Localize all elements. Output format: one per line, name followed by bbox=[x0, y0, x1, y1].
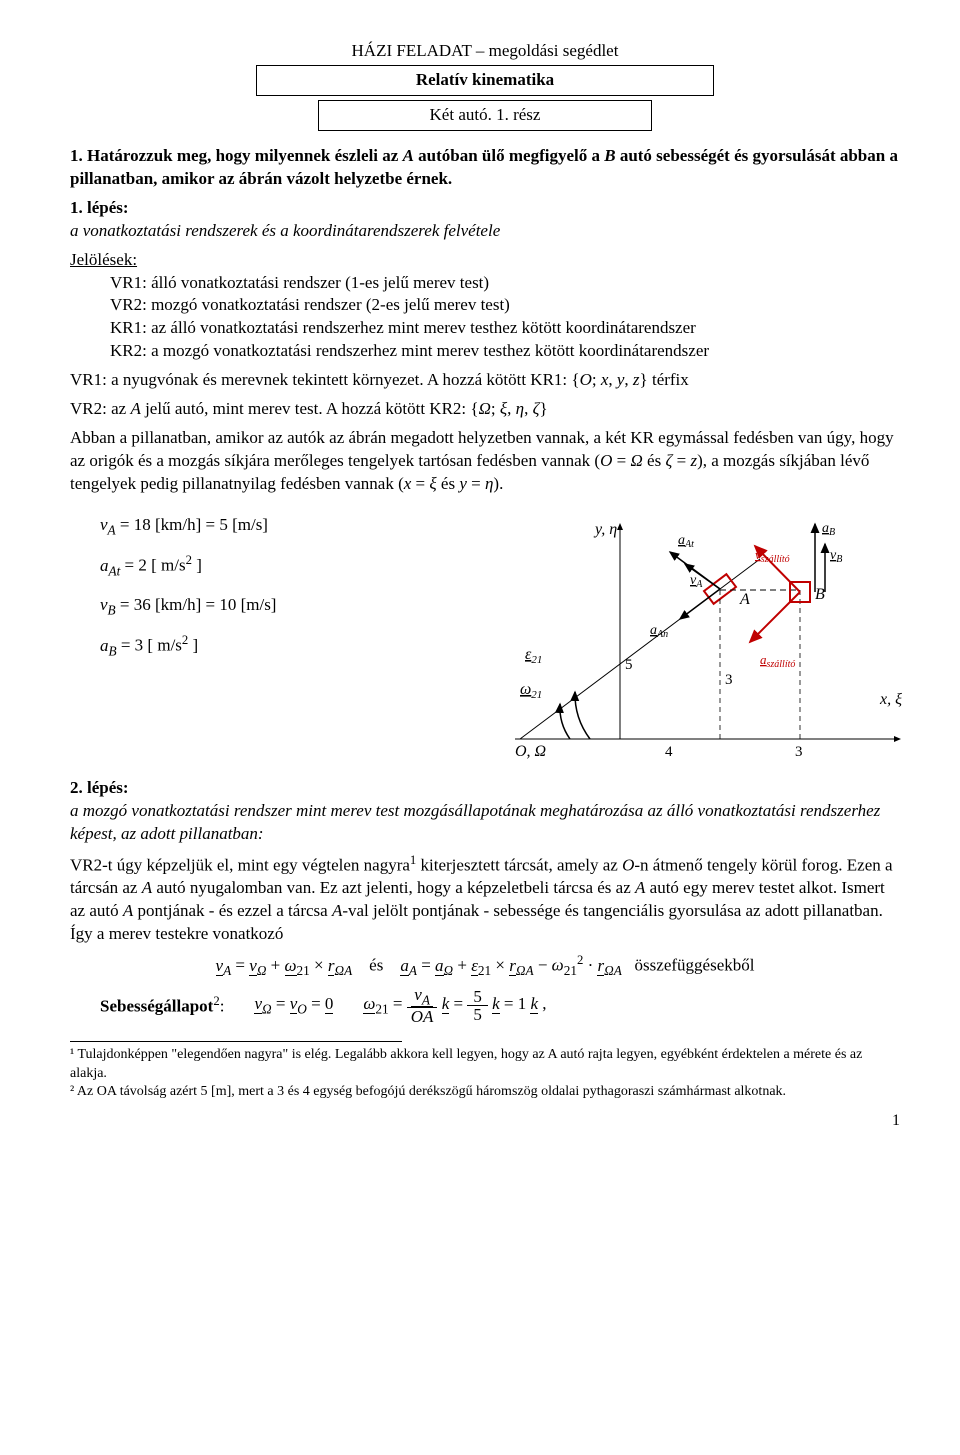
doc-section-box: Két autó. 1. rész bbox=[318, 100, 652, 131]
eq-end: összefüggésekből bbox=[635, 956, 755, 975]
notation-block: Jelölések: VR1: álló vonatkoztatási rend… bbox=[70, 249, 900, 364]
overlap-paragraph: Abban a pillanatban, amikor az autók az … bbox=[70, 427, 900, 496]
svg-text:y, η: y, η bbox=[593, 521, 617, 538]
notation-vr1: VR1: álló vonatkoztatási rendszer (1-es … bbox=[110, 272, 900, 295]
notation-kr1: KR1: az álló vonatkoztatási rendszerhez … bbox=[110, 317, 900, 340]
footnote-1: ¹ Tulajdonképpen "elegendően nagyra" is … bbox=[70, 1046, 900, 1084]
vr1-set: {O; x, y, z} bbox=[571, 370, 647, 389]
page-header: HÁZI FELADAT – megoldási segédlet Relatí… bbox=[70, 40, 900, 131]
para-e: ). bbox=[493, 474, 503, 493]
eq-vB: vB = 36 [km/h] = 10 [m/s] bbox=[100, 588, 400, 624]
svg-text:A: A bbox=[739, 591, 750, 608]
vr2-description: VR2: az A jelű autó, mint merev test. A … bbox=[70, 398, 900, 421]
diagram-svg: y, η x, ξ O, Ω ε21 ω21 5 A vA aAt bbox=[420, 504, 920, 764]
vr2-desc-a: VR2: az bbox=[70, 399, 130, 418]
seb-text: Sebességállapot bbox=[100, 996, 213, 1015]
intro-B: B bbox=[604, 146, 615, 165]
svg-text:vB: vB bbox=[830, 548, 842, 565]
step1-header: 1. lépés: a vonatkoztatási rendszerek és… bbox=[70, 197, 900, 243]
svg-text:aszállító: aszállító bbox=[760, 652, 795, 670]
seb-colon: : bbox=[220, 996, 225, 1015]
svg-text:aAt: aAt bbox=[678, 533, 694, 550]
s2-f: pontjának - és ezzel a tárcsa bbox=[133, 901, 332, 920]
svg-text:3: 3 bbox=[725, 672, 733, 688]
s2-a: VR2-t úgy képzeljük el, mint egy végtele… bbox=[70, 855, 410, 874]
step1-num: 1. lépés: bbox=[70, 198, 129, 217]
intro-A: A bbox=[403, 146, 414, 165]
vr1-desc-b: térfix bbox=[648, 370, 689, 389]
s2-d: autó nyugalomban van. Ez azt jelenti, ho… bbox=[152, 878, 635, 897]
equations-and-diagram: vA = 18 [km/h] = 5 [m/s] aAt = 2 [ m/s2 … bbox=[70, 504, 900, 771]
vr1-description: VR1: a nyugvónak és merevnek tekintett k… bbox=[70, 369, 900, 392]
intro-text-1: 1. Határozzuk meg, hogy milyennek észlel… bbox=[70, 146, 403, 165]
vr1-desc-a: VR1: a nyugvónak és merevnek tekintett k… bbox=[70, 370, 571, 389]
svg-text:x, ξ: x, ξ bbox=[879, 691, 902, 708]
step2-num: 2. lépés: bbox=[70, 778, 129, 797]
given-equations: vA = 18 [km/h] = 5 [m/s] aAt = 2 [ m/s2 … bbox=[70, 504, 400, 669]
step2-header: 2. lépés: a mozgó vonatkoztatási rendsze… bbox=[70, 777, 900, 846]
svg-text:ε21: ε21 bbox=[525, 646, 542, 666]
seb-eq2: ω21 = vA OA k = 5 5 k = 1 k , bbox=[363, 986, 546, 1025]
vr2-set: {Ω; ξ, η, ζ} bbox=[470, 399, 547, 418]
seb-eq1: vΩ = vO = 0 bbox=[254, 993, 333, 1018]
svg-text:aB: aB bbox=[822, 521, 835, 538]
svg-text:4: 4 bbox=[665, 744, 673, 760]
svg-text:5: 5 bbox=[625, 657, 633, 673]
svg-text:aAn: aAn bbox=[650, 623, 668, 640]
kinematic-equations: vA = vΩ + ω21 × rΩA és aA = aΩ + ε21 × r… bbox=[70, 952, 900, 980]
svg-text:B: B bbox=[815, 586, 825, 603]
notation-vr2: VR2: mozgó vonatkoztatási rendszer (2-es… bbox=[110, 294, 900, 317]
kinematics-diagram: y, η x, ξ O, Ω ε21 ω21 5 A vA aAt bbox=[420, 504, 920, 771]
step2-desc: a mozgó vonatkoztatási rendszer mint mer… bbox=[70, 801, 880, 843]
s2-b: kiterjesztett tárcsát, amely az bbox=[416, 855, 622, 874]
svg-text:O, Ω: O, Ω bbox=[515, 743, 546, 760]
footnotes: ¹ Tulajdonképpen "elegendően nagyra" is … bbox=[70, 1046, 900, 1103]
svg-text:vszállító: vszállító bbox=[755, 547, 790, 565]
problem-intro: 1. Határozzuk meg, hogy milyennek észlel… bbox=[70, 145, 900, 191]
doc-supertitle: HÁZI FELADAT – megoldási segédlet bbox=[70, 40, 900, 63]
eq-vA: vA = 18 [km/h] = 5 [m/s] bbox=[100, 508, 400, 544]
para-d: és bbox=[437, 474, 460, 493]
svg-text:3: 3 bbox=[795, 744, 803, 760]
svg-text:ω21: ω21 bbox=[520, 681, 542, 701]
page-number: 1 bbox=[70, 1110, 900, 1132]
footnote-2: ² Az OA távolság azért 5 [m], mert a 3 é… bbox=[70, 1083, 900, 1102]
doc-subtitle-box: Relatív kinematika bbox=[256, 65, 715, 96]
eq-aAt: aAt = 2 [ m/s2 ] bbox=[100, 548, 400, 585]
intro-text-2: autóban ülő megfigyelő a bbox=[414, 146, 604, 165]
vr2-desc-a2: jelű autó, mint merev test. A hozzá kötö… bbox=[141, 399, 471, 418]
notation-kr2: KR2: a mozgó vonatkoztatási rendszerhez … bbox=[110, 340, 900, 363]
step1-desc: a vonatkoztatási rendszerek és a koordin… bbox=[70, 221, 500, 240]
para-b: és bbox=[643, 451, 666, 470]
velocity-state-row: Sebességállapot2: vΩ = vO = 0 ω21 = vA O… bbox=[70, 986, 900, 1025]
eq-aB: aB = 3 [ m/s2 ] bbox=[100, 628, 400, 665]
eq-es: és bbox=[369, 956, 383, 975]
step2-paragraph: VR2-t úgy képzeljük el, mint egy végtele… bbox=[70, 852, 900, 946]
notation-label: Jelölések: bbox=[70, 250, 137, 269]
seb-label: Sebességállapot2: bbox=[100, 993, 224, 1019]
